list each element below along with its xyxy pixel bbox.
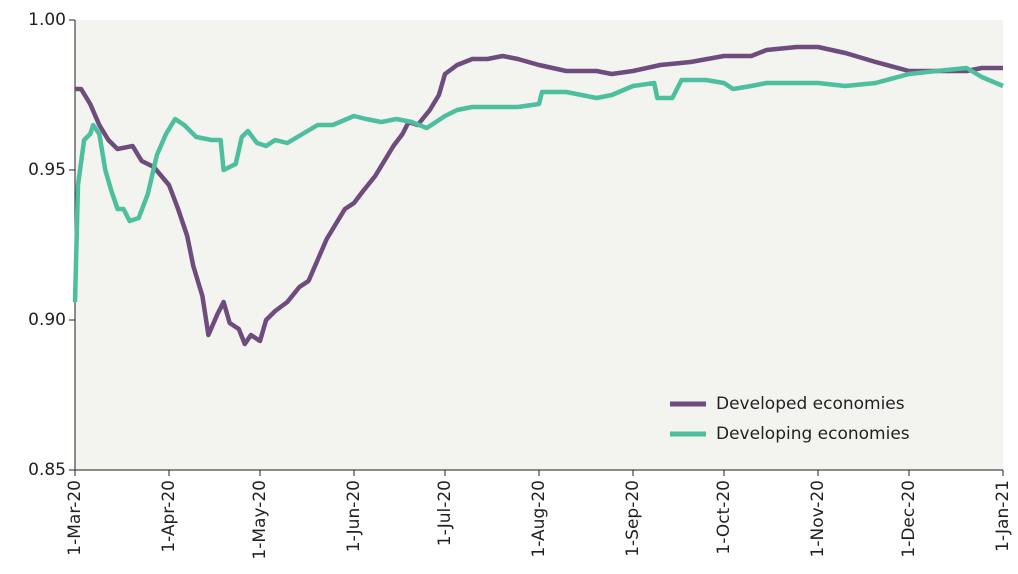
series-line [72,65,1004,303]
x-tick-label: 1-Oct-20 [714,480,734,555]
x-tick-label: 1-Mar-20 [65,480,85,556]
x-tick-label: 1-Sep-20 [623,480,643,557]
x-tick-label: 1-Jan-21 [993,480,1013,552]
x-tick-label: 1-Apr-20 [159,480,179,553]
x-tick-label: 1-Dec-20 [899,480,919,558]
y-tick-label: 0.90 [28,310,66,330]
x-tick-label: 1-Nov-20 [808,480,828,557]
x-tick-label: 1-May-20 [250,480,270,560]
x-tick-label: 1-Aug-20 [529,480,549,558]
y-tick-label: 0.85 [28,460,66,480]
legend-label: Developed economies [716,394,905,414]
y-tick-label: 1.00 [28,10,66,30]
series-line [75,44,1003,347]
y-tick-label: 0.95 [28,160,66,180]
x-tick-label: 1-Jul-20 [435,480,455,546]
x-tick-label: 1-Jun-20 [344,480,364,552]
legend-label: Developing economies [716,424,910,444]
